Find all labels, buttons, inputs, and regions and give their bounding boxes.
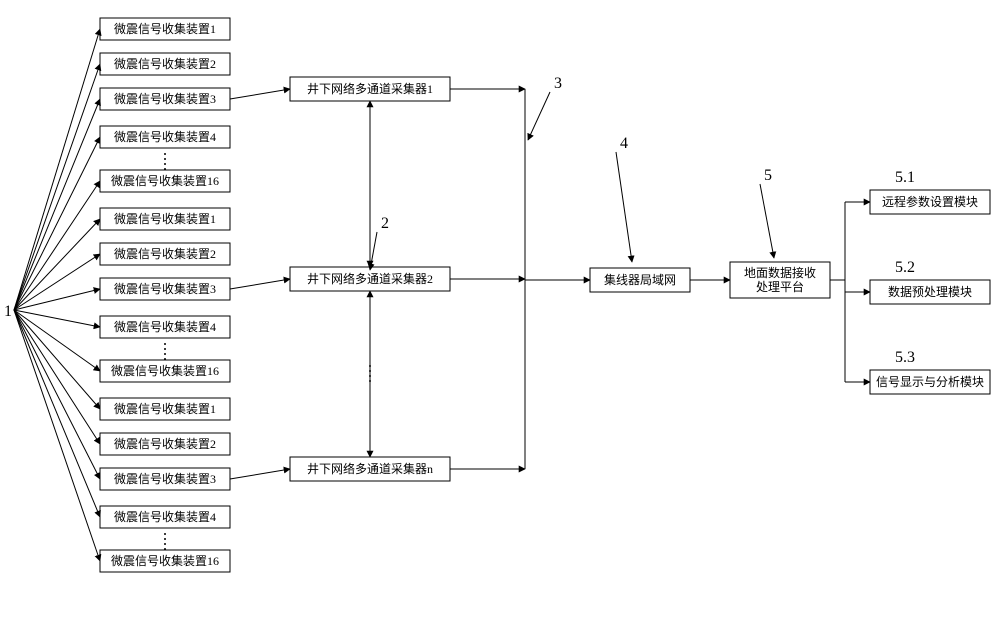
vdots — [164, 348, 166, 350]
sensor-0-1-label: 微震信号收集装置2 — [114, 56, 216, 71]
vdots — [164, 548, 166, 550]
sensor-2-3-label: 微震信号收集装置4 — [114, 509, 216, 524]
edge — [528, 92, 550, 140]
collector-1-label: 井下网络多通道采集器2 — [307, 271, 433, 286]
collector-0-label: 井下网络多通道采集器1 — [307, 81, 433, 96]
sensor-0-2-label: 微震信号收集装置3 — [114, 91, 216, 106]
pointer-5: 5 — [764, 167, 772, 184]
sensor-1-4-label: 微震信号收集装置16 — [111, 363, 219, 378]
sensor-1-3-label: 微震信号收集装置4 — [114, 319, 216, 334]
edge — [760, 184, 774, 258]
edge — [14, 29, 100, 310]
pointer-4: 4 — [620, 135, 628, 152]
vdots — [164, 168, 166, 170]
edge — [230, 89, 290, 99]
edge — [14, 310, 100, 561]
pointer-2: 2 — [381, 215, 389, 232]
vdots — [164, 533, 166, 535]
module-num-2: 5.3 — [895, 349, 915, 366]
sensor-0-3-label: 微震信号收集装置4 — [114, 129, 216, 144]
sensor-2-1-label: 微震信号收集装置2 — [114, 436, 216, 451]
vdots — [164, 358, 166, 360]
vdots — [164, 153, 166, 155]
module-1-label: 数据预处理模块 — [888, 284, 972, 299]
sensor-2-0-label: 微震信号收集装置1 — [114, 401, 216, 416]
edge — [14, 181, 100, 310]
module-2-label: 信号显示与分析模块 — [876, 375, 984, 389]
sensor-1-2-label: 微震信号收集装置3 — [114, 281, 216, 296]
edge — [14, 137, 100, 310]
vdots — [164, 543, 166, 545]
edge — [14, 310, 100, 444]
label-1: 1 — [4, 303, 12, 320]
sensor-0-4-label: 微震信号收集装置16 — [111, 173, 219, 188]
vdots — [164, 353, 166, 355]
sensor-1-0-label: 微震信号收集装置1 — [114, 211, 216, 226]
sensor-1-1-label: 微震信号收集装置2 — [114, 246, 216, 261]
edge — [14, 219, 100, 310]
platform-label: 地面数据接收 — [744, 265, 816, 280]
edge — [230, 279, 290, 289]
hub-label: 集线器局域网 — [604, 272, 676, 287]
sensor-2-4-label: 微震信号收集装置16 — [111, 553, 219, 568]
sensor-0-0-label: 微震信号收集装置1 — [114, 21, 216, 36]
module-num-1: 5.2 — [895, 259, 915, 276]
vdots — [164, 163, 166, 165]
module-0-label: 远程参数设置模块 — [882, 194, 978, 209]
platform-label: 处理平台 — [756, 279, 804, 294]
module-num-0: 5.1 — [895, 169, 915, 186]
vdots — [164, 343, 166, 345]
edge — [370, 232, 377, 270]
edge — [230, 469, 290, 479]
collector-2-label: 井下网络多通道采集器n — [307, 461, 433, 476]
edge — [14, 64, 100, 310]
pointer-3: 3 — [554, 75, 562, 92]
edge — [14, 99, 100, 310]
edge — [14, 254, 100, 310]
edge — [14, 289, 100, 310]
vdots — [164, 538, 166, 540]
vdots — [164, 158, 166, 160]
edge — [616, 152, 632, 262]
sensor-2-2-label: 微震信号收集装置3 — [114, 471, 216, 486]
